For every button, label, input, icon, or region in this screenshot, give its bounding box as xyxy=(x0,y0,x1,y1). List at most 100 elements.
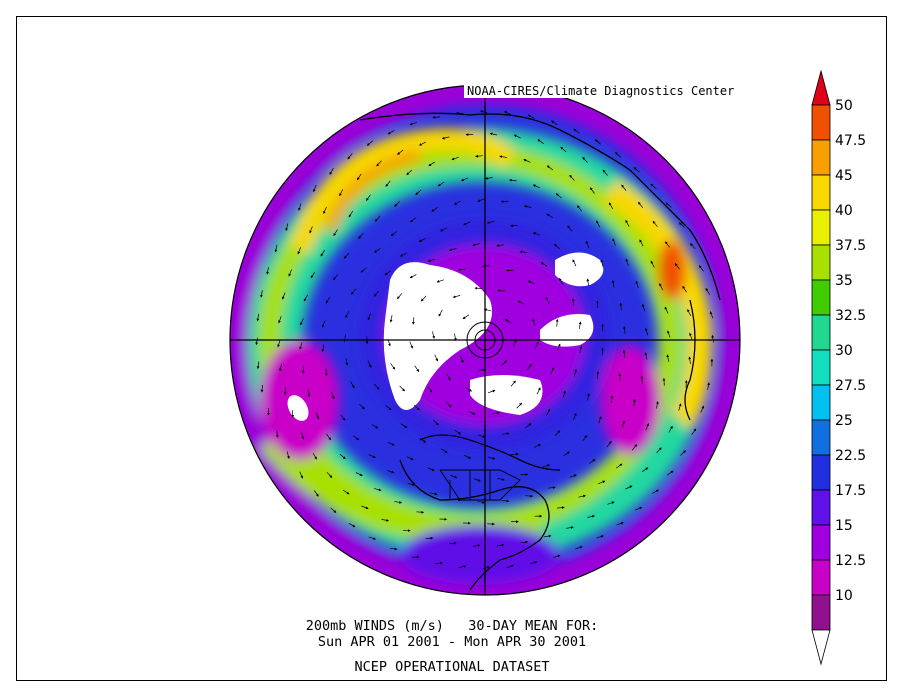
wind-arrow xyxy=(566,526,574,529)
wind-arrow xyxy=(496,543,505,547)
colorbar-swatch xyxy=(811,454,831,491)
wind-arrow xyxy=(394,201,400,207)
wind-arrow xyxy=(600,259,604,267)
wind-arrow xyxy=(441,136,450,140)
wind-arrow xyxy=(427,467,435,471)
wind-arrow xyxy=(409,122,418,126)
wind-arrow xyxy=(321,320,326,328)
wind-arrow xyxy=(310,271,316,279)
wind-arrow xyxy=(689,332,693,341)
wind-arrow xyxy=(587,393,590,401)
wind-arrow xyxy=(472,544,481,547)
wind-arrow xyxy=(256,313,260,322)
wind-arrow xyxy=(371,424,379,429)
wind-arrow xyxy=(473,478,481,482)
wind-arrow xyxy=(556,343,561,351)
colorbar-swatch xyxy=(811,419,831,456)
wind-arrow xyxy=(635,280,639,289)
wind-arrow xyxy=(688,356,692,365)
colorbar-swatch xyxy=(811,559,831,596)
wind-arrow xyxy=(453,200,461,205)
wind-arrow xyxy=(394,500,403,504)
colorbar-tick-label: 37.5 xyxy=(835,238,866,254)
wind-arrow xyxy=(711,334,715,343)
wind-arrow xyxy=(301,366,305,374)
wind-arrow xyxy=(667,330,671,338)
wind-arrow xyxy=(486,220,495,224)
wind-arrow xyxy=(313,184,317,193)
wind-arrow xyxy=(651,489,659,494)
colorbar-swatch xyxy=(811,314,831,351)
pole-ring xyxy=(474,329,496,351)
jet-max-east xyxy=(602,178,714,430)
wind-arrow xyxy=(366,194,371,201)
wind-arrow xyxy=(674,263,680,270)
wind-arrow xyxy=(645,327,649,336)
colorbar-swatch xyxy=(811,279,831,316)
calm-area-north xyxy=(555,252,604,287)
colorbar-tick-label: 27.5 xyxy=(835,378,866,394)
wind-arrow xyxy=(285,223,289,231)
wind-arrow xyxy=(578,321,582,330)
wind-arrow xyxy=(665,202,672,208)
wind-arrow xyxy=(399,252,407,257)
wind-arrow xyxy=(399,385,405,392)
wind-arrow xyxy=(351,288,357,295)
colorbar-tick-label: 47.5 xyxy=(835,133,866,149)
wind-arrow xyxy=(500,200,509,203)
wind-arrow xyxy=(560,146,567,153)
wind-arrow xyxy=(579,345,583,354)
wind-arrow xyxy=(463,221,471,226)
wind-arrow xyxy=(533,443,541,448)
wind-arrow xyxy=(355,472,363,476)
wind-arrow xyxy=(534,341,539,349)
wind-arrow xyxy=(298,203,302,211)
wind-arrow xyxy=(414,365,420,372)
wind-arrow xyxy=(582,156,588,163)
wind-arrow xyxy=(510,380,516,387)
wind-arrow xyxy=(260,290,263,298)
colorbar-tick-label: 15 xyxy=(835,518,853,534)
wind-arrow xyxy=(376,160,382,167)
wind-arrow xyxy=(406,169,413,176)
wind-arrow xyxy=(407,482,416,486)
colorbar-swatch xyxy=(811,174,831,211)
wind-arrow xyxy=(623,326,626,334)
wind-arrow xyxy=(297,247,302,255)
wind-arrow xyxy=(333,229,338,237)
wind-arrow xyxy=(438,309,443,317)
wind-arrow xyxy=(553,554,561,558)
wind-arrow xyxy=(345,310,350,319)
wind-arrow xyxy=(366,140,373,146)
wind-arrow xyxy=(638,201,644,209)
wind-arrow xyxy=(602,169,608,176)
wind-arrow xyxy=(299,342,303,350)
wind-arrow xyxy=(578,494,586,498)
wind-arrow xyxy=(286,451,290,459)
wind-arrow xyxy=(343,489,350,495)
wind-arrow xyxy=(527,280,535,285)
wind-arrow xyxy=(303,294,308,302)
wind-arrow xyxy=(575,546,583,550)
wind-arrow xyxy=(520,540,529,544)
wind-arrow xyxy=(497,477,505,481)
wind-arrow xyxy=(412,317,415,325)
colorbar-tick-label: 45 xyxy=(835,168,853,184)
wind-arrow xyxy=(573,128,580,134)
wind-arrow xyxy=(519,250,528,254)
wind-arrow xyxy=(315,412,320,420)
wind-arrow xyxy=(596,535,604,539)
wind-arrow xyxy=(589,187,595,194)
colorbar-tick-label: 50 xyxy=(835,98,853,114)
wind-arrow xyxy=(428,161,435,167)
wind-arrow xyxy=(446,373,451,381)
caption-line-2: Sun APR 01 2001 - Mon APR 30 2001 xyxy=(317,634,587,650)
wind-arrow xyxy=(339,453,346,460)
wind-arrow xyxy=(329,168,334,175)
wind-arrow xyxy=(586,278,590,287)
colorbar-swatch xyxy=(811,209,831,246)
wind-arrow xyxy=(386,470,395,474)
wind-arrow xyxy=(644,352,648,360)
wind-arrow xyxy=(324,368,328,377)
